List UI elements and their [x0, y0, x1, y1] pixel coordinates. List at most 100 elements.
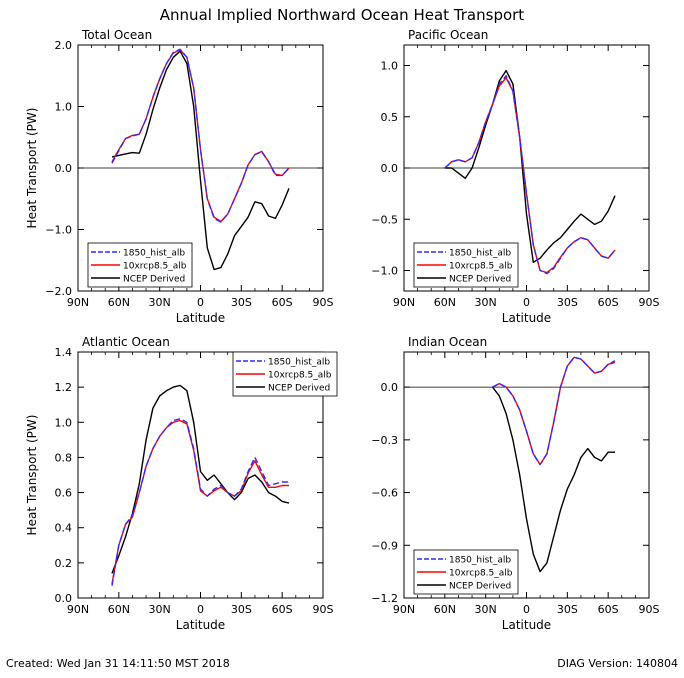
series-line-10xrcp8-5-alb	[111, 49, 290, 223]
y-tick-label: 2.0	[55, 39, 73, 52]
panel-title: Atlantic Ocean	[82, 335, 170, 349]
x-tick-label: 60N	[108, 603, 130, 616]
x-tick-label: 90N	[67, 603, 89, 616]
y-tick-label: −1.0	[371, 265, 398, 278]
y-tick-label: −0.3	[371, 434, 398, 447]
y-tick-label: −1.2	[371, 592, 398, 605]
y-tick-label: 1.4	[55, 346, 73, 359]
plot-frame	[403, 44, 650, 292]
y-tick-label: 0.4	[55, 522, 73, 535]
x-axis-label: Latitude	[502, 618, 551, 632]
x-tick-label: 30S	[231, 296, 252, 309]
legend-label: 1850_hist_alb	[449, 556, 511, 566]
y-axis-label: Heat Transport (PW)	[25, 108, 39, 229]
x-tick-label: 90S	[313, 603, 334, 616]
x-tick-label: 90N	[67, 296, 89, 309]
y-tick-label: −1.0	[45, 224, 72, 237]
figure-title: Annual Implied Northward Ocean Heat Tran…	[160, 6, 525, 24]
plot-frame	[403, 351, 650, 599]
x-tick-label: 60S	[272, 296, 293, 309]
x-tick-label: 30S	[231, 603, 252, 616]
series-line-ncep-derived	[491, 386, 615, 573]
y-tick-label: −0.9	[371, 539, 398, 552]
y-tick-label: 0.8	[55, 451, 73, 464]
x-axis-label: Latitude	[176, 311, 225, 325]
y-tick-label: −0.5	[371, 213, 398, 226]
x-tick-label: 60S	[598, 603, 619, 616]
legend-label: NCEP Derived	[268, 384, 330, 394]
x-tick-label: 60S	[598, 296, 619, 309]
series-line-10xrcp8-5-alb	[111, 419, 289, 585]
panel-title: Pacific Ocean	[408, 28, 488, 42]
x-tick-label: 60N	[434, 296, 456, 309]
series-line-1850-hist-alb	[111, 48, 290, 223]
legend-label: 1850_hist_alb	[449, 249, 511, 259]
y-tick-label: 1.0	[55, 416, 73, 429]
series-line-10xrcp8-5-alb	[492, 356, 616, 466]
pacific-ocean-panel: Pacific Ocean 90N 60N 30N 0 30S 60S 90S −1.0 −0.5…	[371, 28, 659, 325]
legend-label: 10xrcp8.5_alb	[449, 569, 513, 579]
x-axis-label: Latitude	[176, 618, 225, 632]
x-tick-label: 60N	[108, 296, 130, 309]
x-tick-label: 30S	[557, 296, 578, 309]
y-axis-label: Heat Transport (PW)	[25, 415, 39, 536]
x-tick-label: 30N	[149, 296, 171, 309]
x-tick-label: 90S	[313, 296, 334, 309]
x-tick-label: 0	[197, 296, 204, 309]
panel-title: Indian Ocean	[408, 335, 487, 349]
series-line-ncep-derived	[111, 384, 290, 574]
series-line-1850-hist-alb	[492, 356, 616, 466]
y-tick-label: 0.0	[55, 162, 73, 175]
x-tick-label: 0	[523, 296, 530, 309]
legend-label: 1850_hist_alb	[123, 249, 185, 259]
series-line-1850-hist-alb	[444, 75, 616, 275]
legend-label: 10xrcp8.5_alb	[268, 371, 332, 381]
x-tick-label: 30N	[149, 603, 171, 616]
legend-label: NCEP Derived	[449, 582, 511, 592]
y-tick-label: 1.2	[55, 381, 73, 394]
x-tick-label: 90N	[393, 603, 415, 616]
y-tick-label: 0.5	[381, 111, 399, 124]
x-tick-label: 30N	[475, 296, 497, 309]
legend-label: NCEP Derived	[449, 275, 511, 285]
series-line-1850-hist-alb	[111, 418, 289, 586]
legend: 1850_hist_alb 10xrcp8.5_alb NCEP Derived	[232, 351, 338, 397]
indian-ocean-panel: Indian Ocean 90N 60N 30N 0 30S 60S 90S −1.2 −0.9 −…	[371, 335, 659, 632]
y-tick-label: 1.0	[381, 60, 399, 73]
legend-label: 10xrcp8.5_alb	[123, 262, 187, 272]
x-tick-label: 60S	[272, 603, 293, 616]
legend-label: NCEP Derived	[123, 275, 185, 285]
y-tick-label: −2.0	[45, 285, 72, 298]
diag-version: DIAG Version: 140804	[557, 657, 678, 670]
y-tick-label: 0.0	[381, 162, 399, 175]
y-tick-label: −0.6	[371, 487, 398, 500]
series-line-ncep-derived	[111, 50, 290, 271]
y-tick-label: 0.0	[381, 381, 399, 394]
legend: 1850_hist_alb 10xrcp8.5_alb NCEP Derived	[413, 242, 519, 288]
y-tick-label: 0.0	[55, 592, 73, 605]
x-axis-label: Latitude	[502, 311, 551, 325]
legend: 1850_hist_alb 10xrcp8.5_alb NCEP Derived	[413, 549, 519, 595]
series-line-ncep-derived	[444, 69, 616, 263]
plot-frame	[77, 44, 324, 292]
plot-frame	[77, 351, 324, 599]
legend-label: 1850_hist_alb	[268, 358, 330, 368]
legend-label: 10xrcp8.5_alb	[449, 262, 513, 272]
x-tick-label: 0	[523, 603, 530, 616]
x-tick-label: 0	[197, 603, 204, 616]
atlantic-ocean-panel: Atlantic Ocean 90N 60N 30N 0 30S 60S 90S 0.0 0.2 0…	[25, 335, 338, 632]
x-tick-label: 90S	[639, 603, 660, 616]
x-tick-label: 90S	[639, 296, 660, 309]
total-ocean-panel: Total Ocean 90N 60N 30N 0 30S 60S 90S −2.0 −1.0 0.…	[25, 28, 334, 325]
x-tick-label: 60N	[434, 603, 456, 616]
panel-title: Total Ocean	[81, 28, 152, 42]
y-tick-label: 0.6	[55, 487, 73, 500]
y-tick-label: 0.2	[55, 557, 73, 570]
x-tick-label: 30N	[475, 603, 497, 616]
created-timestamp: Created: Wed Jan 31 14:11:50 MST 2018	[6, 657, 230, 670]
y-tick-label: 1.0	[55, 101, 73, 114]
legend: 1850_hist_alb 10xrcp8.5_alb NCEP Derived	[87, 242, 193, 288]
x-tick-label: 30S	[557, 603, 578, 616]
x-tick-label: 90N	[393, 296, 415, 309]
